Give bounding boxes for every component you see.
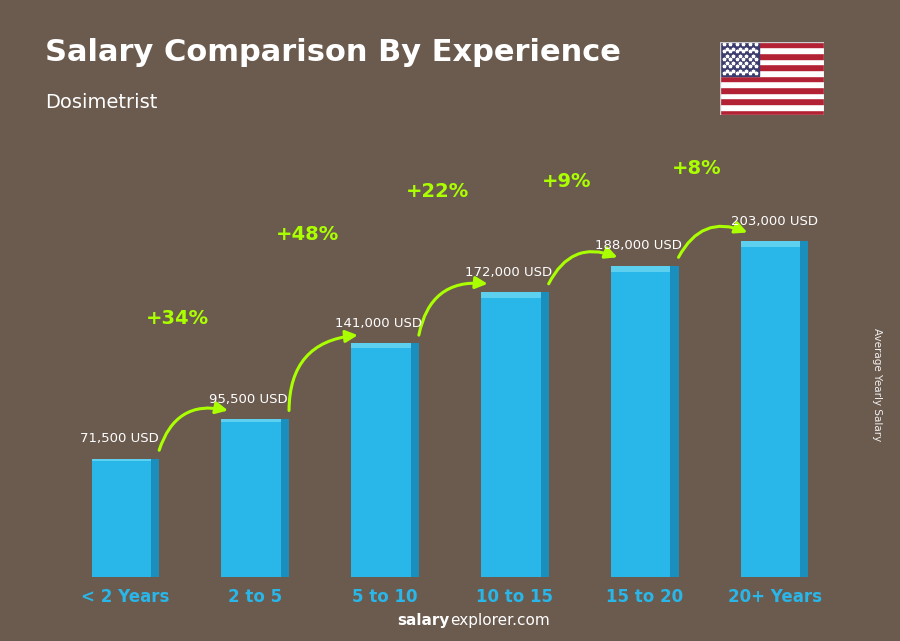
Text: Dosimetrist: Dosimetrist (45, 93, 158, 112)
Text: 71,500 USD: 71,500 USD (79, 432, 158, 445)
Text: explorer.com: explorer.com (450, 613, 550, 628)
Bar (720, 110, 824, 115)
Text: +34%: +34% (146, 309, 209, 328)
FancyBboxPatch shape (611, 265, 670, 272)
Bar (221, 419, 289, 577)
FancyBboxPatch shape (670, 265, 679, 577)
Bar (720, 81, 824, 87)
Bar (720, 98, 824, 104)
Bar (720, 87, 824, 93)
FancyBboxPatch shape (410, 344, 419, 577)
Text: 203,000 USD: 203,000 USD (731, 215, 818, 228)
Bar (482, 292, 549, 577)
FancyBboxPatch shape (741, 241, 800, 247)
FancyBboxPatch shape (221, 419, 281, 422)
FancyBboxPatch shape (92, 458, 151, 461)
Text: 172,000 USD: 172,000 USD (465, 266, 552, 279)
Text: +9%: +9% (542, 172, 591, 191)
FancyBboxPatch shape (151, 458, 159, 577)
Text: Salary Comparison By Experience: Salary Comparison By Experience (45, 38, 621, 67)
FancyBboxPatch shape (351, 344, 410, 348)
Bar (720, 59, 824, 64)
Bar (720, 76, 824, 81)
FancyBboxPatch shape (800, 241, 808, 577)
Bar (720, 42, 824, 47)
Text: salary: salary (398, 613, 450, 628)
Text: 141,000 USD: 141,000 USD (335, 317, 422, 330)
Bar (351, 344, 418, 577)
FancyBboxPatch shape (281, 419, 289, 577)
Bar (720, 42, 760, 76)
Bar (720, 47, 824, 53)
FancyBboxPatch shape (541, 292, 549, 577)
Bar (720, 93, 824, 98)
Bar (741, 241, 808, 577)
Bar (611, 265, 679, 577)
Text: +22%: +22% (405, 182, 469, 201)
FancyBboxPatch shape (482, 292, 541, 298)
Text: +48%: +48% (275, 225, 338, 244)
Bar (720, 104, 824, 110)
Text: Average Yearly Salary: Average Yearly Salary (872, 328, 883, 441)
Bar (720, 64, 824, 70)
Text: 95,500 USD: 95,500 USD (210, 392, 288, 406)
Text: 188,000 USD: 188,000 USD (595, 239, 681, 253)
Text: +8%: +8% (672, 159, 722, 178)
Bar (92, 458, 159, 577)
Bar (720, 70, 824, 76)
Bar (720, 53, 824, 59)
